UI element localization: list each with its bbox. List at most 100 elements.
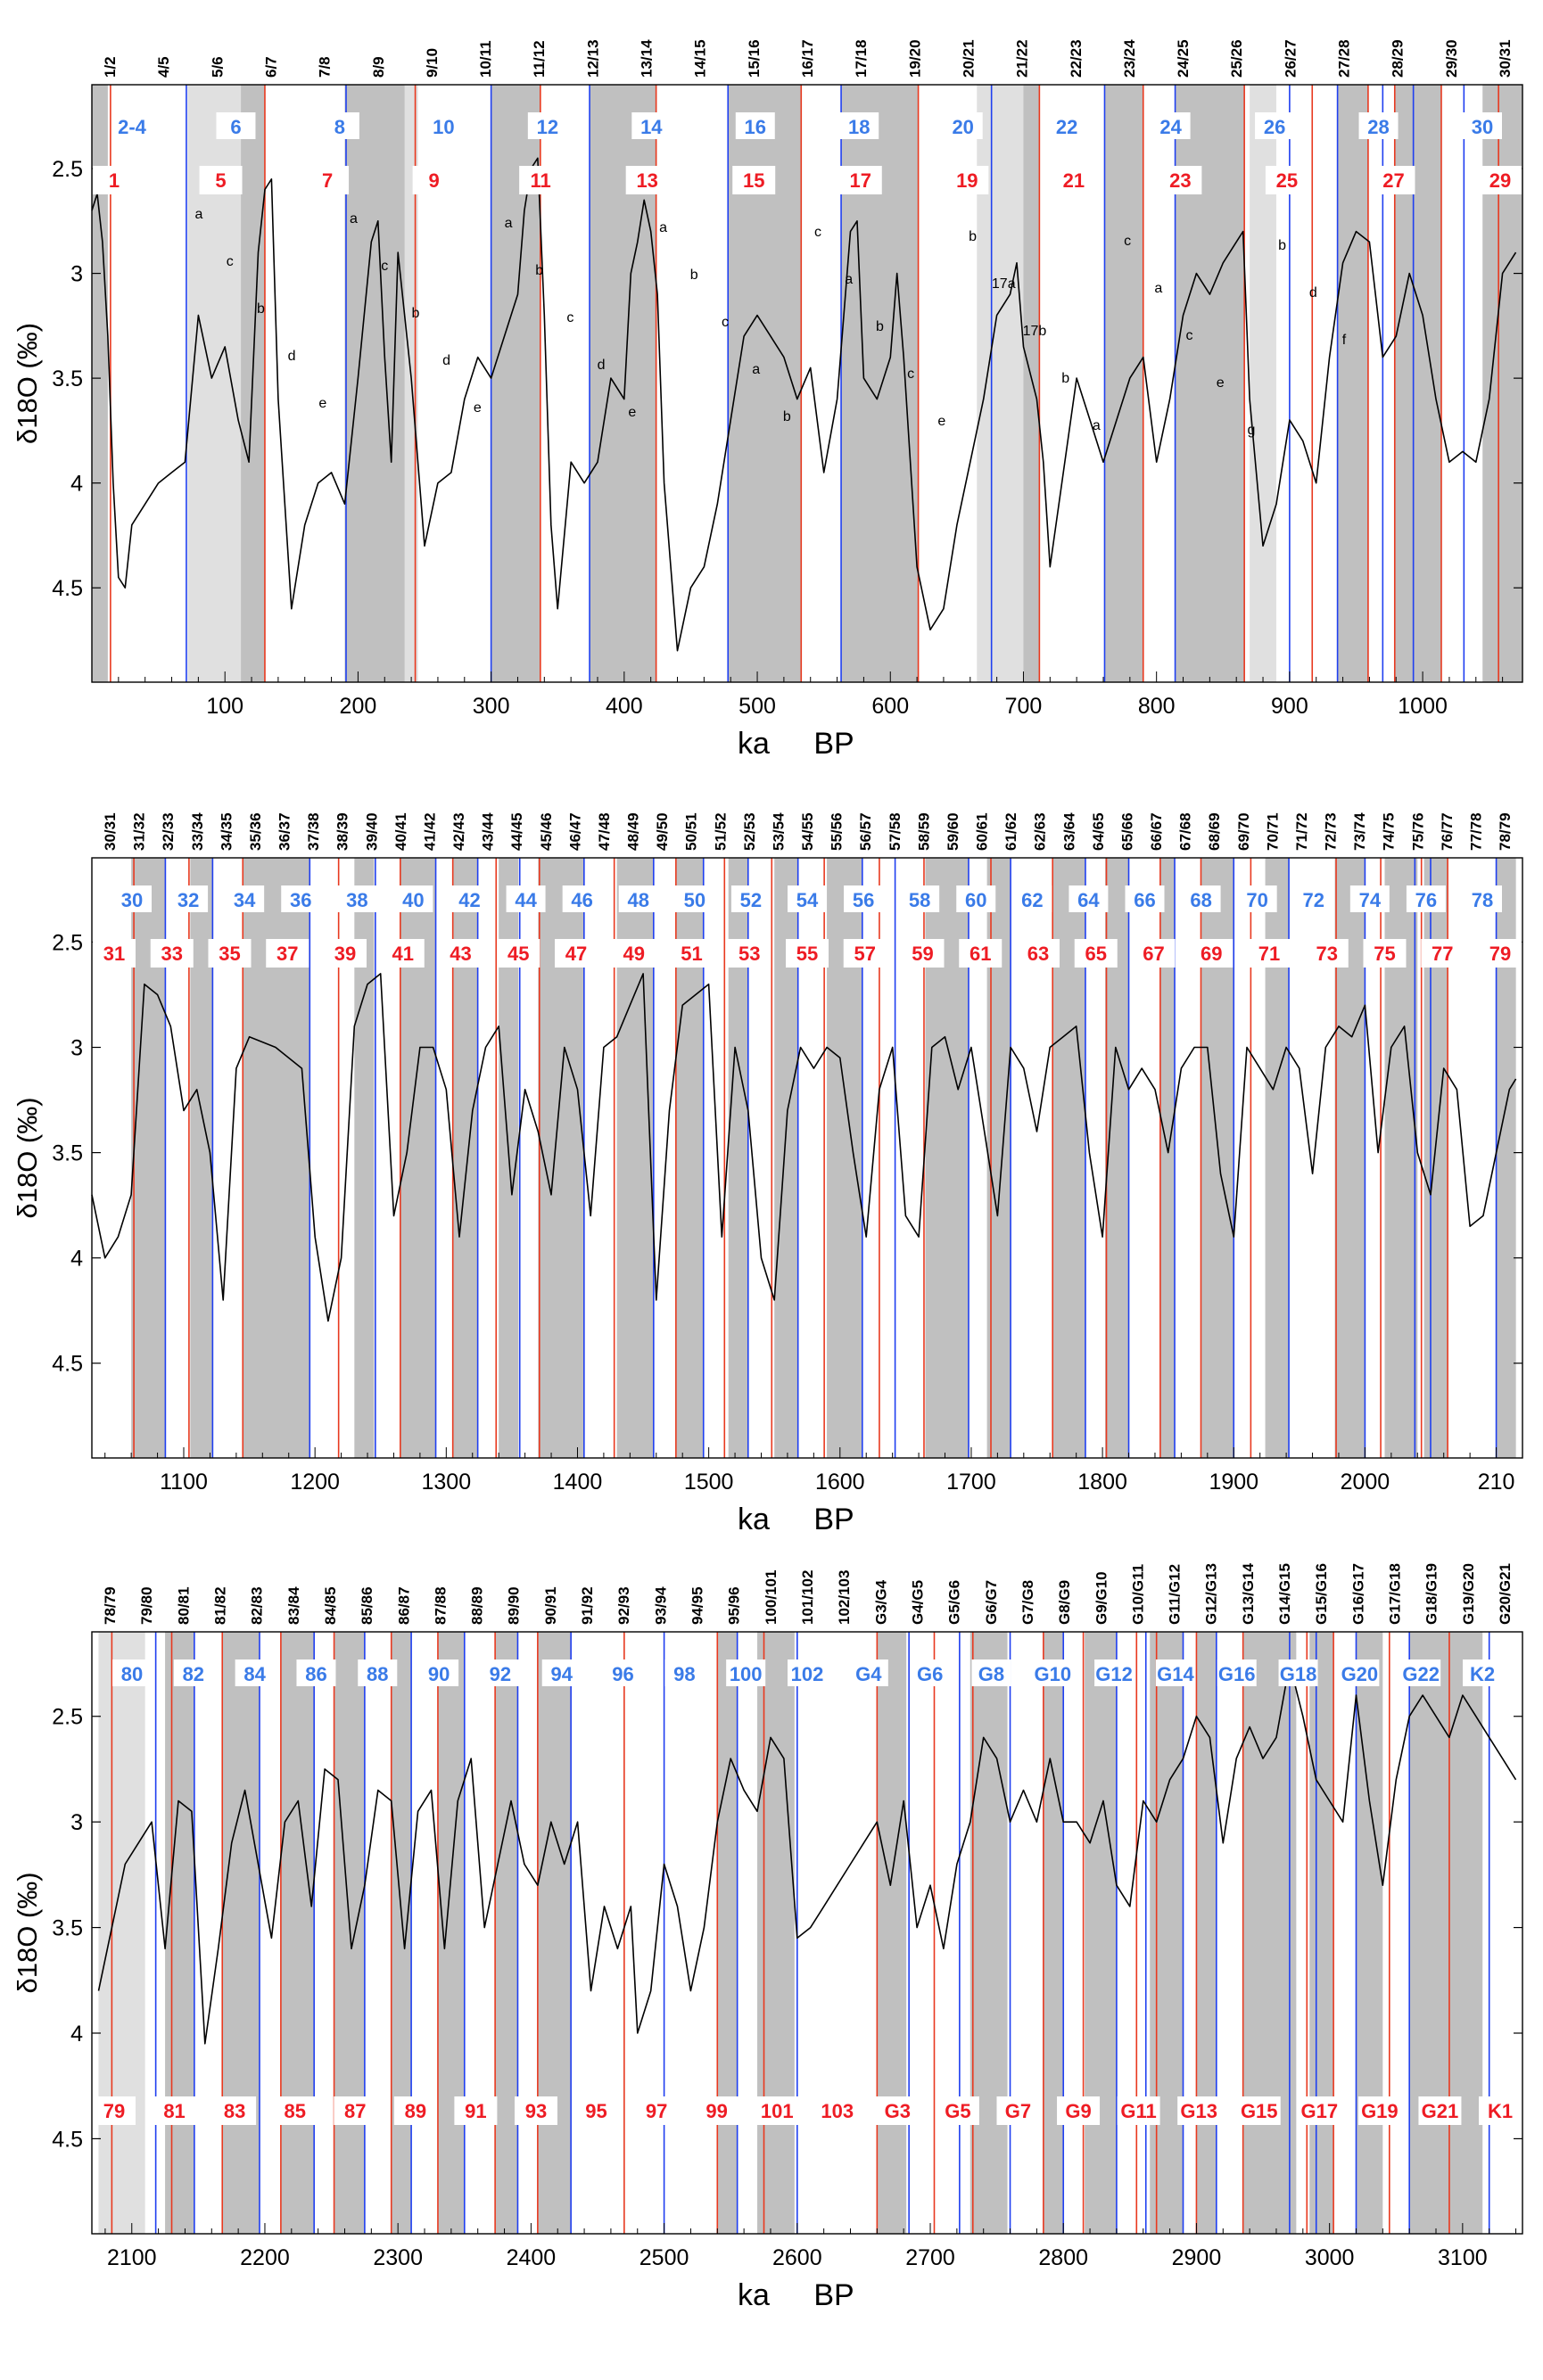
stage-label-odd: 61: [970, 943, 991, 965]
boundary-label: 102/103: [836, 1570, 853, 1625]
stage-label-even: 70: [1246, 889, 1267, 911]
x-tick-label: 2700: [905, 2245, 955, 2270]
stage-label-even: G14: [1157, 1663, 1194, 1685]
stage-label-odd: G3: [885, 2100, 911, 2122]
boundary-label: 43/44: [480, 812, 497, 851]
stage-label-odd: 67: [1143, 943, 1164, 965]
glacial-band: [334, 1632, 365, 2234]
stage-label-bg: [296, 1659, 336, 1686]
stage-label-even: 14: [640, 116, 663, 138]
boundary-label: 33/34: [189, 812, 206, 851]
boundary-label: G5/G6: [946, 1580, 963, 1625]
stage-label-bg: [574, 2096, 618, 2125]
x-tick-label: 2000: [1341, 1470, 1390, 1495]
glacial-band: [437, 1632, 465, 2234]
x-tick-label: 1400: [553, 1470, 603, 1495]
boundary-label: 57/58: [887, 812, 904, 851]
boundary-label: 6/7: [262, 56, 279, 78]
stage-label-odd: 79: [1489, 943, 1511, 965]
stage-label-even: 82: [183, 1663, 204, 1685]
stage-label-even: 46: [571, 889, 592, 911]
substage-label: a: [1154, 281, 1162, 296]
glacial-band: [1242, 1632, 1297, 2234]
stage-label-bg: [319, 112, 359, 139]
stage-label-bg: [450, 885, 490, 912]
stage-label-bg: [381, 939, 425, 968]
stage-label-bg: [506, 885, 546, 912]
stage-label-even: 96: [612, 1663, 633, 1685]
boundary-label: 29/30: [1443, 39, 1460, 78]
y-tick-label: 3.5: [52, 366, 83, 391]
substage-label: c: [814, 225, 821, 240]
x-tick-label: 100: [206, 694, 243, 719]
boundary-label: 59/60: [945, 812, 961, 851]
boundary-label: 16/17: [799, 39, 816, 78]
glacial-band: [1409, 1632, 1483, 2234]
substage-label: d: [288, 349, 296, 364]
x-tick-label: 1100: [160, 1470, 208, 1495]
glacial-band: [344, 85, 416, 682]
stage-label-odd: 91: [465, 2100, 486, 2122]
chart-panel-top: 2.5 3 3.5 4 4.5 100 200 300 400 500 600 700 800 900 10…: [12, 39, 1523, 761]
boundary-label: 68/69: [1206, 812, 1223, 851]
y-tick-label: 3.5: [52, 1916, 83, 1941]
stage-label-bg: [1125, 885, 1165, 912]
boundary-label: 74/75: [1381, 812, 1398, 851]
stage-label-bg: [1155, 1659, 1195, 1686]
stage-label-odd: 63: [1027, 943, 1049, 965]
stage-label-bg: [1340, 1659, 1380, 1686]
stage-label-even: 52: [740, 889, 762, 911]
substage-label: b: [876, 319, 884, 334]
glacial-band: [354, 858, 375, 1458]
glacial-band: [757, 1632, 795, 2234]
stage-label-bg: [1401, 1659, 1441, 1686]
substage-label: b: [1061, 371, 1069, 386]
boundary-label: 4/5: [155, 56, 172, 78]
boundary-label: 86/87: [395, 1586, 412, 1625]
glacial-band: [1150, 1632, 1184, 2234]
boundary-label: 72/73: [1323, 812, 1340, 851]
boundary-label: G10/G11: [1129, 1564, 1146, 1625]
stage-label-bg: [266, 939, 309, 968]
stage-label-bg: [273, 2096, 317, 2125]
boundary-label: 94/95: [689, 1586, 706, 1625]
stage-label-even: 44: [515, 889, 537, 911]
stage-label-bg: [635, 2096, 679, 2125]
stage-label-bg: [216, 112, 256, 139]
stage-label-odd: 5: [215, 169, 226, 192]
x-axis-label-bp: BP: [813, 2278, 854, 2312]
chart-panel-bottom: 2.5 3 3.5 4 4.5 2100 2200 2300 2400 2500 2600 2700 2…: [12, 1562, 1523, 2312]
boundary-label: 73/74: [1351, 812, 1368, 851]
stage-label-odd: 49: [623, 943, 645, 965]
stage-label-even: 28: [1367, 116, 1389, 138]
stage-label-bg: [1265, 166, 1308, 194]
boundary-label: 65/66: [1118, 812, 1135, 851]
stage-label-even: 90: [428, 1663, 450, 1685]
boundary-label: 17/18: [853, 39, 870, 78]
boundary-label: 9/10: [424, 48, 441, 78]
boundary-label: 47/48: [596, 812, 613, 851]
stage-label-bg: [424, 112, 464, 139]
stage-label-even: 102: [791, 1663, 824, 1685]
stage-label-odd: 29: [1489, 169, 1511, 192]
boundary-label: 88/89: [469, 1586, 486, 1625]
stage-label-even: 40: [402, 889, 424, 911]
boundary-label: G15/G16: [1313, 1563, 1330, 1625]
substage-label: a: [752, 362, 760, 377]
stage-label-bg: [519, 166, 563, 194]
stage-label-even: 66: [1134, 889, 1155, 911]
x-tick-label: 2900: [1172, 2245, 1222, 2270]
substage-label: a: [505, 216, 513, 231]
boundary-label: 90/91: [542, 1586, 559, 1625]
substage-label: e: [628, 405, 636, 420]
stage-label-bg: [1012, 885, 1052, 912]
stage-label-bg: [1463, 112, 1502, 139]
boundary-label: G11/G12: [1167, 1564, 1184, 1625]
y-tick-label: 4.5: [52, 2127, 83, 2152]
stage-label-bg: [625, 166, 669, 194]
stage-label-even: G16: [1218, 1663, 1256, 1685]
boundary-label: G16/G17: [1349, 1563, 1366, 1625]
x-axis-label-bp: BP: [813, 1503, 854, 1536]
stage-label-odd: 55: [796, 943, 818, 965]
boundary-label: 26/27: [1282, 39, 1299, 78]
